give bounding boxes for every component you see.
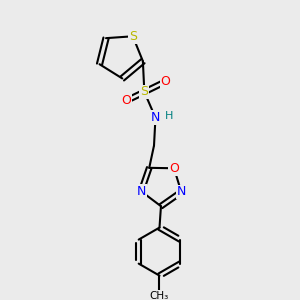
Text: N: N <box>136 185 146 198</box>
Text: O: O <box>121 94 131 107</box>
Text: O: O <box>160 75 170 88</box>
Text: H: H <box>165 111 174 121</box>
Text: S: S <box>140 85 148 98</box>
Text: N: N <box>177 185 186 199</box>
Text: CH₃: CH₃ <box>150 290 169 300</box>
Text: O: O <box>169 162 179 175</box>
Text: N: N <box>151 111 160 124</box>
Text: S: S <box>129 30 137 43</box>
